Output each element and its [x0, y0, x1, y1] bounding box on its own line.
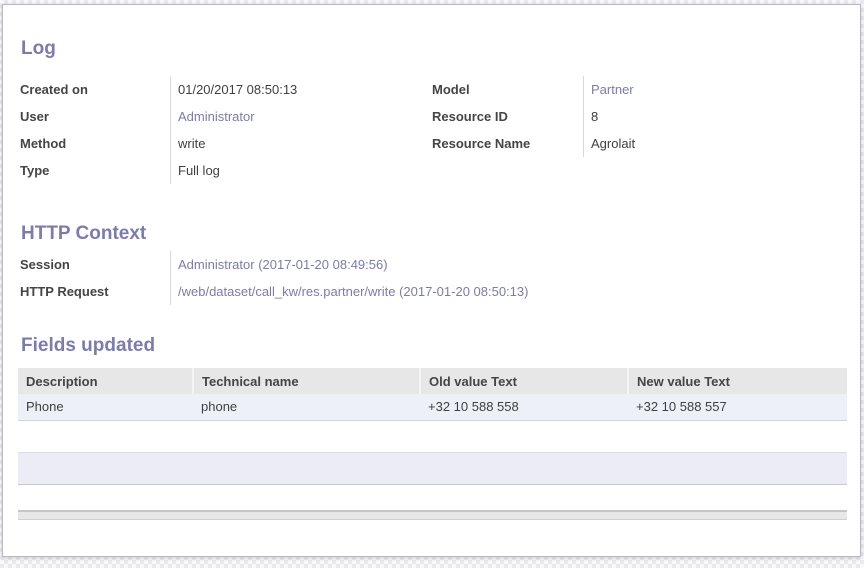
field-row-type: Type Full log	[20, 157, 420, 184]
section-title-log: Log	[21, 38, 56, 59]
column-header-description: Description	[18, 368, 193, 394]
empty-row-band	[18, 452, 847, 485]
section-title-http-context: HTTP Context	[21, 223, 147, 244]
field-value-http-request: /web/dataset/call_kw/res.partner/write (…	[170, 278, 740, 305]
model-link[interactable]: Partner	[591, 82, 634, 97]
user-link[interactable]: Administrator	[178, 109, 255, 124]
cell-new-value: +32 10 588 557	[628, 394, 847, 421]
field-label-model: Model	[432, 82, 470, 97]
field-row-resource-id: Resource ID 8	[432, 103, 850, 130]
column-header-new-value: New value Text	[627, 368, 847, 394]
field-row-http-request: HTTP Request /web/dataset/call_kw/res.pa…	[20, 278, 740, 305]
field-value-created-on: 01/20/2017 08:50:13	[170, 76, 420, 103]
log-fields-right: Model Partner Resource ID 8 Resource Nam…	[432, 76, 850, 157]
log-form-panel: Log Created on 01/20/2017 08:50:13 User …	[2, 4, 861, 557]
table-header-row: Description Technical name Old value Tex…	[18, 368, 847, 394]
cell-technical-name: phone	[193, 394, 420, 421]
field-value-method: write	[170, 130, 420, 157]
field-value-model: Partner	[583, 76, 850, 103]
field-row-session: Session Administrator (2017-01-20 08:49:…	[20, 251, 740, 278]
field-label-session: Session	[20, 257, 70, 272]
cell-description: Phone	[18, 394, 193, 421]
column-header-old-value: Old value Text	[419, 368, 628, 394]
field-value-session: Administrator (2017-01-20 08:49:56)	[170, 251, 740, 278]
cell-old-value: +32 10 588 558	[420, 394, 628, 421]
field-value-user: Administrator	[170, 103, 420, 130]
field-label-user: User	[20, 109, 49, 124]
field-value-type: Full log	[170, 157, 420, 184]
column-header-technical-name: Technical name	[192, 368, 420, 394]
field-label-resource-id: Resource ID	[432, 109, 508, 124]
field-row-method: Method write	[20, 130, 420, 157]
table-row[interactable]: Phone phone +32 10 588 558 +32 10 588 55…	[18, 394, 847, 421]
field-label-type: Type	[20, 163, 50, 178]
field-row-user: User Administrator	[20, 103, 420, 130]
fields-updated-table: Description Technical name Old value Tex…	[18, 368, 847, 421]
empty-table-header-bar	[18, 510, 847, 520]
field-label-created-on: Created on	[20, 82, 88, 97]
http-request-link[interactable]: /web/dataset/call_kw/res.partner/write (…	[178, 284, 529, 299]
http-context-fields: Session Administrator (2017-01-20 08:49:…	[20, 251, 740, 305]
field-row-resource-name: Resource Name Agrolait	[432, 130, 850, 157]
field-row-created-on: Created on 01/20/2017 08:50:13	[20, 76, 420, 103]
log-fields-left: Created on 01/20/2017 08:50:13 User Admi…	[20, 76, 420, 184]
field-label-resource-name: Resource Name	[432, 136, 531, 151]
section-title-fields-updated: Fields updated	[21, 335, 156, 356]
session-link[interactable]: Administrator (2017-01-20 08:49:56)	[178, 257, 388, 272]
field-value-resource-name: Agrolait	[583, 130, 850, 157]
field-label-method: Method	[20, 136, 67, 151]
field-label-http-request: HTTP Request	[20, 284, 109, 299]
field-row-model: Model Partner	[432, 76, 850, 103]
field-value-resource-id: 8	[583, 103, 850, 130]
